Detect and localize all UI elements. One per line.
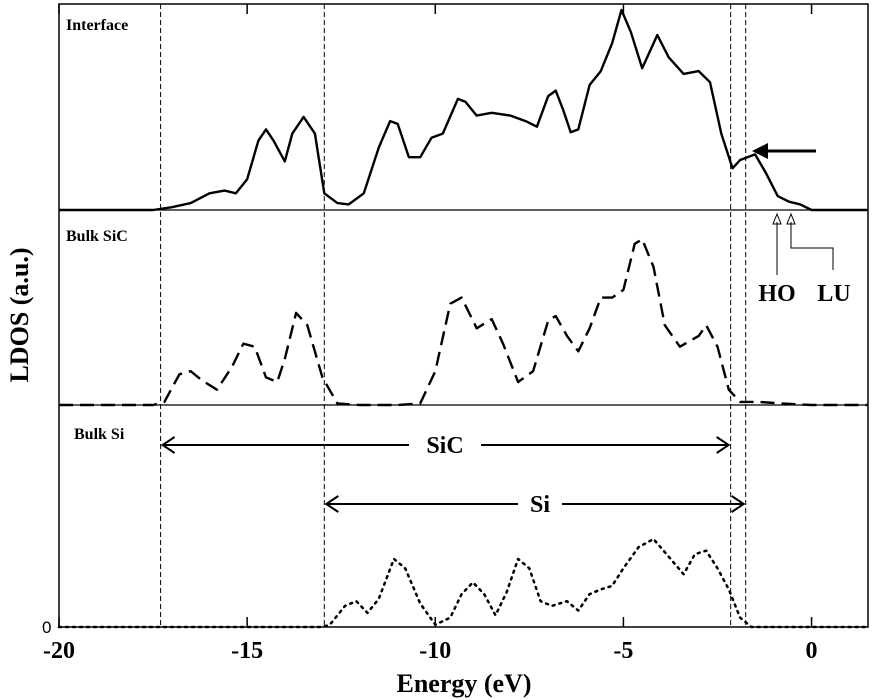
panel-label-bulk-sic: Bulk SiC [66, 228, 128, 245]
ldos-curve-bulk-sic [59, 238, 868, 407]
y-zero-tick-label: 0 [42, 618, 51, 637]
plot-frame [58, 3, 869, 628]
x-tick-label: 0 [806, 638, 818, 664]
ldos-curves [57, 8, 870, 629]
interface-state-arrow [752, 143, 816, 159]
ldos-curve-bulk-si [57, 537, 870, 629]
panel-label-bulk-si: Bulk Si [74, 426, 125, 443]
x-axis-ticks: -20 -15 -10 -5 0 [43, 4, 818, 664]
vertical-reference-lines [160, 4, 747, 627]
ho-lu-markers [772, 212, 834, 275]
ho-label: HO [758, 281, 795, 307]
y-axis-label: LDOS (a.u.) [5, 247, 34, 382]
ldos-curve-interface [59, 8, 868, 212]
lu-label: LU [817, 281, 850, 307]
panel-label-interface: Interface [66, 17, 128, 34]
x-tick-label: -20 [43, 638, 75, 664]
gap-arrow-si [324, 495, 746, 513]
gap-arrow-sic [160, 436, 731, 454]
x-tick-label: -5 [613, 638, 633, 664]
x-tick-label: -15 [231, 638, 263, 664]
x-tick-label: -10 [419, 638, 451, 664]
gap-arrows [160, 436, 746, 513]
x-axis-label: Energy (eV) [396, 669, 531, 698]
gap-label-si: Si [530, 492, 550, 518]
gap-label-sic: SiC [426, 433, 463, 459]
